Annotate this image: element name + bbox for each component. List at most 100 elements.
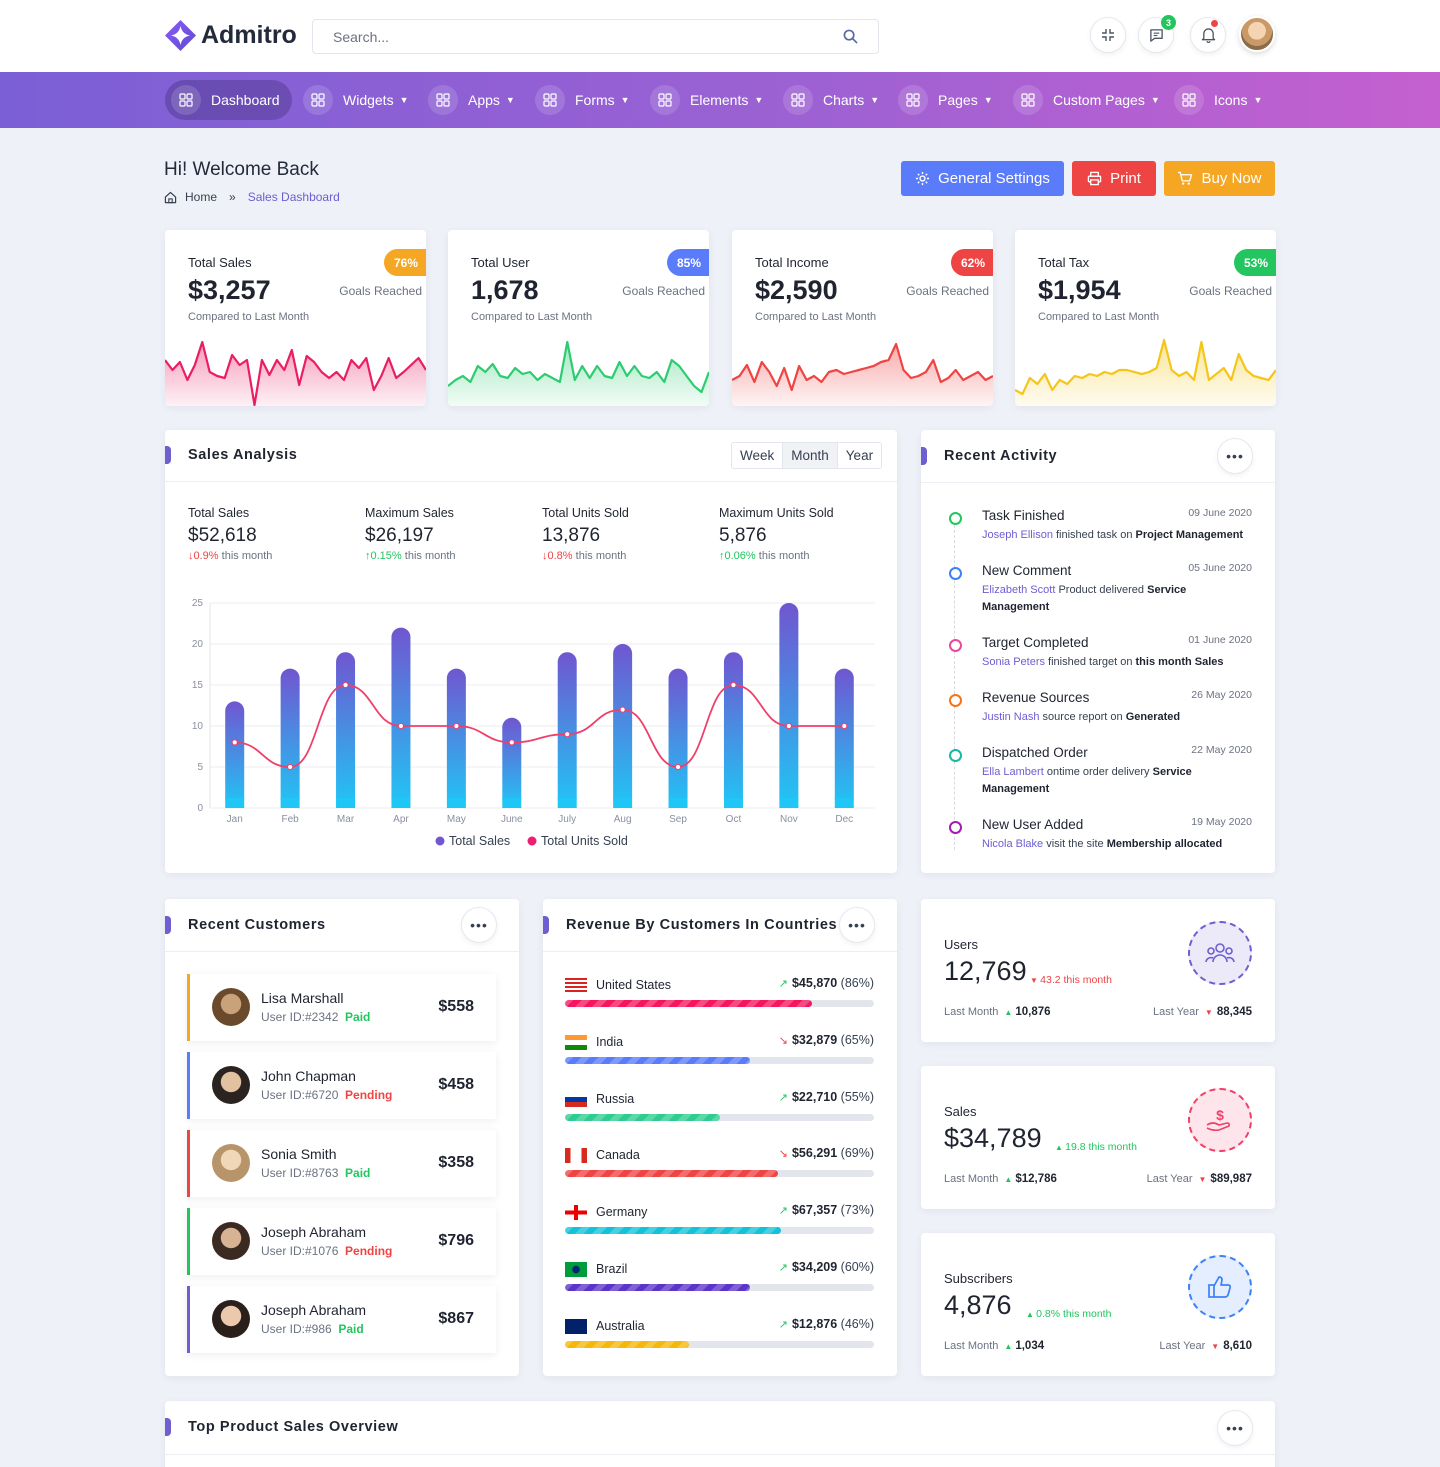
activity-title: Dispatched Order — [982, 745, 1088, 760]
activity-item[interactable]: Dispatched Order 22 May 2020 Ella Lambert … — [920, 744, 1275, 804]
nav-item-dashboard[interactable]: Dashboard — [165, 80, 292, 120]
bar-total-sales[interactable] — [723, 652, 743, 808]
notification-dot — [1211, 20, 1218, 27]
customer-row[interactable]: Joseph Abraham User ID:#986 Paid $867 — [187, 1286, 496, 1353]
bar-total-sales[interactable] — [446, 668, 466, 808]
line-point[interactable] — [342, 681, 349, 689]
avatar — [212, 1300, 250, 1338]
customer-row[interactable]: John Chapman User ID:#6720 Pending $458 — [187, 1052, 496, 1119]
recent-activity-title: Recent Activity — [944, 448, 1058, 464]
activity-item[interactable]: Revenue Sources 26 May 2020 Justin Nash so… — [920, 689, 1275, 749]
activity-item[interactable]: New User Added 19 May 2020 Nicola Blake vi… — [920, 816, 1275, 876]
sales-metric: Maximum Sales $26,197 ↑0.15% this month — [365, 506, 456, 562]
x-tick-label: Nov — [780, 814, 798, 825]
metric-value: 13,876 — [542, 525, 601, 546]
chevron-down-icon: ▼ — [620, 95, 630, 105]
bar-total-sales[interactable] — [779, 603, 799, 808]
x-tick-label: July — [558, 814, 576, 825]
card-accent — [165, 916, 171, 934]
tab-month[interactable]: Month — [782, 443, 837, 468]
line-point[interactable] — [231, 739, 238, 746]
activity-user-link[interactable]: Joseph Ellison — [982, 529, 1053, 541]
bar-total-sales[interactable] — [668, 668, 688, 808]
cart-icon — [1178, 171, 1193, 185]
more-options-button[interactable]: ••• — [1217, 1410, 1253, 1446]
nav-item-pages[interactable]: Pages ▼ — [892, 80, 1005, 120]
activity-user-link[interactable]: Sonia Peters — [982, 656, 1045, 668]
line-point[interactable] — [453, 722, 460, 730]
stat-goal: Goals Reached — [622, 284, 705, 298]
nav-item-widgets[interactable]: Widgets ▼ — [297, 80, 421, 120]
revenue-percent: (86%) — [840, 976, 874, 990]
search-icon[interactable] — [843, 29, 858, 44]
bar-total-sales[interactable] — [225, 701, 245, 808]
bar-total-sales[interactable] — [613, 644, 633, 808]
more-options-button[interactable]: ••• — [1217, 438, 1253, 474]
nav-item-apps[interactable]: Apps ▼ — [422, 80, 527, 120]
nav-item-charts[interactable]: Charts ▼ — [777, 80, 891, 120]
avatar — [212, 1144, 250, 1182]
logo[interactable]: Admitro — [164, 19, 297, 52]
x-tick-label: Aug — [614, 814, 632, 825]
line-point[interactable] — [564, 731, 571, 738]
activity-user-link[interactable]: Nicola Blake — [982, 838, 1044, 850]
more-options-button[interactable]: ••• — [839, 907, 875, 943]
bar-total-sales[interactable] — [502, 717, 522, 808]
print-button[interactable]: Print — [1072, 161, 1156, 196]
customer-row[interactable]: Lisa Marshall User ID:#2342 Paid $558 — [187, 974, 496, 1041]
notifications-button[interactable] — [1190, 17, 1226, 53]
breadcrumb: Home » Sales Dashboard — [164, 190, 340, 204]
search-input[interactable]: Search... — [312, 19, 879, 54]
line-point[interactable] — [785, 722, 792, 730]
messages-button[interactable]: 3 — [1138, 15, 1176, 53]
activity-item[interactable]: Target Completed 01 June 2020 Sonia Peters… — [920, 634, 1275, 694]
card-accent — [165, 1418, 171, 1436]
legend-label[interactable]: Total Units Sold — [541, 834, 628, 848]
activity-item[interactable]: New Comment 05 June 2020 Elizabeth Scott P… — [920, 562, 1275, 622]
activity-user-link[interactable]: Elizabeth Scott — [982, 584, 1056, 596]
line-point[interactable] — [508, 739, 515, 746]
fullscreen-exit-button[interactable] — [1090, 17, 1126, 53]
activity-user-link[interactable]: Ella Lambert — [982, 766, 1044, 778]
mini-stat-sales: Sales $34,789 ▲ 19.8 this month Last Month ▲… — [921, 1066, 1275, 1209]
sales-metric: Total Units Sold 13,876 ↓0.8% this month — [542, 506, 629, 562]
legend-marker — [527, 836, 537, 846]
activity-user-link[interactable]: Justin Nash — [982, 711, 1040, 723]
timeline-line — [954, 520, 955, 850]
bar-total-sales[interactable] — [391, 627, 411, 808]
bar-base — [225, 798, 245, 808]
bar-total-sales[interactable] — [557, 652, 577, 808]
tab-week[interactable]: Week — [740, 448, 775, 463]
tab-year[interactable]: Year — [836, 443, 881, 468]
nav-item-custom-pages[interactable]: Custom Pages ▼ — [1007, 80, 1172, 120]
line-point[interactable] — [619, 706, 626, 713]
bar-total-sales[interactable] — [834, 668, 854, 808]
bar-total-sales[interactable] — [336, 652, 356, 808]
revenue-percent: (65%) — [840, 1032, 874, 1047]
breadcrumb-home[interactable]: Home — [185, 190, 218, 204]
printer-icon — [1087, 171, 1102, 186]
line-point[interactable] — [674, 763, 682, 771]
nav-item-icons[interactable]: Icons ▼ — [1168, 80, 1274, 120]
nav-item-forms[interactable]: Forms ▼ — [529, 80, 642, 120]
avatar — [212, 1222, 250, 1260]
revenue-value: $56,291 — [791, 1146, 838, 1161]
nav-item-elements[interactable]: Elements ▼ — [644, 80, 775, 120]
general-settings-button[interactable]: General Settings — [901, 161, 1064, 196]
customer-row[interactable]: Joseph Abraham User ID:#1076 Pending $796 — [187, 1208, 496, 1275]
line-point[interactable] — [397, 722, 405, 730]
more-options-button[interactable]: ••• — [461, 907, 497, 943]
top-bar: Admitro Search... 3 — [0, 0, 1440, 72]
buy-now-button[interactable]: Buy Now — [1164, 161, 1275, 196]
activity-item[interactable]: Task Finished 09 June 2020 Joseph Ellison … — [920, 507, 1275, 567]
line-point[interactable] — [287, 763, 294, 771]
user-avatar[interactable] — [1239, 16, 1275, 52]
bar-total-sales[interactable] — [280, 668, 300, 808]
revenue-value: $34,209 — [791, 1260, 838, 1274]
mini-stat-change-value: 0.8% — [1036, 1308, 1061, 1320]
customer-row[interactable]: Sonia Smith User ID:#8763 Paid $358 — [187, 1130, 496, 1197]
line-point[interactable] — [730, 681, 737, 689]
line-point[interactable] — [841, 722, 848, 730]
legend-label[interactable]: Total Sales — [449, 834, 510, 848]
activity-target: Project Management — [1135, 529, 1244, 541]
